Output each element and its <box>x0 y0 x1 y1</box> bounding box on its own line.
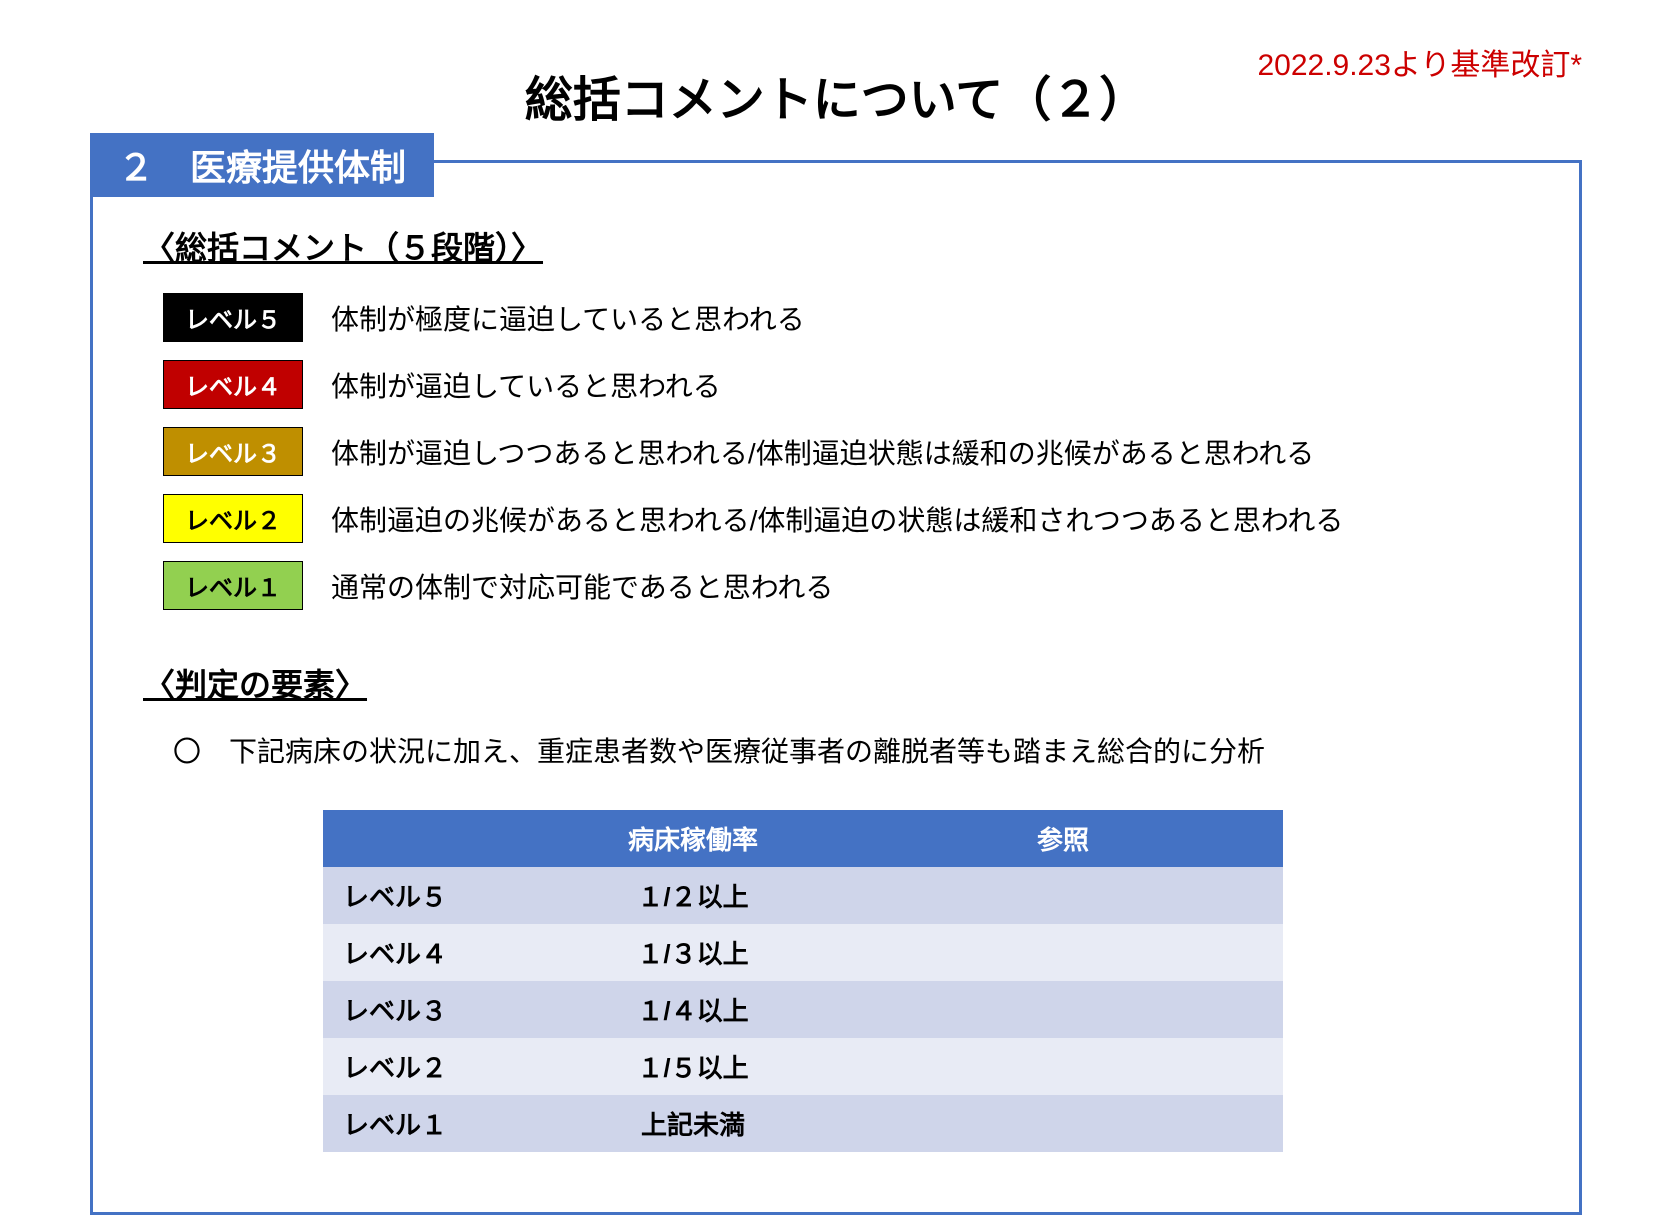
revision-note: 2022.9.23より基準改訂* <box>1257 40 1582 84</box>
table-cell-ref <box>843 1095 1283 1152</box>
level-badge: レベル１ <box>163 561 303 610</box>
table-cell-level: レベル３ <box>323 981 543 1038</box>
level-badge: レベル５ <box>163 293 303 342</box>
page-title: 総括コメントについて（２） <box>525 60 1148 130</box>
level-badge: レベル４ <box>163 360 303 409</box>
table-row: レベル２１/５以上 <box>323 1038 1283 1095</box>
level-badge: レベル２ <box>163 494 303 543</box>
table-cell-rate: 上記未満 <box>543 1095 843 1152</box>
criteria-note: 〇 下記病床の状況に加え、重症患者数や医療従事者の離脱者等も踏まえ総合的に分析 <box>173 730 1539 770</box>
table-header-ref: 参照 <box>843 810 1283 867</box>
levels-heading: 〈総括コメント（５段階）〉 <box>143 223 1539 269</box>
table-cell-ref <box>843 924 1283 981</box>
criteria-table: 病床稼働率 参照 レベル５１/２以上レベル４１/３以上レベル３１/４以上レベル２… <box>323 810 1283 1152</box>
level-description: 体制が逼迫しつつあると思われる/体制逼迫状態は緩和の兆候があると思われる <box>331 432 1314 472</box>
level-description: 通常の体制で対応可能であると思われる <box>331 566 833 606</box>
table-cell-level: レベル５ <box>323 867 543 924</box>
section-tab: ２ 医療提供体制 <box>90 133 434 197</box>
table-row: レベル３１/４以上 <box>323 981 1283 1038</box>
table-cell-ref <box>843 981 1283 1038</box>
criteria-heading: 〈判定の要素〉 <box>143 660 1539 706</box>
table-row: レベル１上記未満 <box>323 1095 1283 1152</box>
level-badge: レベル３ <box>163 427 303 476</box>
level-row: レベル４ 体制が逼迫していると思われる <box>163 360 1539 409</box>
header-row: 総括コメントについて（２） 2022.9.23より基準改訂* <box>90 60 1582 130</box>
table-cell-level: レベル１ <box>323 1095 543 1152</box>
table-cell-ref <box>843 1038 1283 1095</box>
table-cell-rate: １/５以上 <box>543 1038 843 1095</box>
level-row: レベル５ 体制が極度に逼迫していると思われる <box>163 293 1539 342</box>
level-description: 体制が逼迫していると思われる <box>331 365 721 405</box>
table-cell-rate: １/４以上 <box>543 981 843 1038</box>
table-header-row: 病床稼働率 参照 <box>323 810 1283 867</box>
level-description: 体制が極度に逼迫していると思われる <box>331 298 805 338</box>
main-section-box: ２ 医療提供体制 〈総括コメント（５段階）〉 レベル５体制が極度に逼迫していると… <box>90 160 1582 1215</box>
table-cell-rate: １/２以上 <box>543 867 843 924</box>
table-cell-rate: １/３以上 <box>543 924 843 981</box>
levels-list: レベル５体制が極度に逼迫していると思われるレベル４体制が逼迫していると思われるレ… <box>163 293 1539 610</box>
level-row: レベル１ 通常の体制で対応可能であると思われる <box>163 561 1539 610</box>
table-header-rate: 病床稼働率 <box>543 810 843 867</box>
table-cell-level: レベル４ <box>323 924 543 981</box>
level-description: 体制逼迫の兆候があると思われる/体制逼迫の状態は緩和されつつあると思われる <box>331 499 1343 539</box>
table-cell-ref <box>843 867 1283 924</box>
table-cell-level: レベル２ <box>323 1038 543 1095</box>
table-body: レベル５１/２以上レベル４１/３以上レベル３１/４以上レベル２１/５以上レベル１… <box>323 867 1283 1152</box>
level-row: レベル２ 体制逼迫の兆候があると思われる/体制逼迫の状態は緩和されつつあると思われ… <box>163 494 1539 543</box>
level-row: レベル３ 体制が逼迫しつつあると思われる/体制逼迫状態は緩和の兆候があると思われる <box>163 427 1539 476</box>
table-row: レベル４１/３以上 <box>323 924 1283 981</box>
table-header-blank <box>323 810 543 867</box>
table-row: レベル５１/２以上 <box>323 867 1283 924</box>
